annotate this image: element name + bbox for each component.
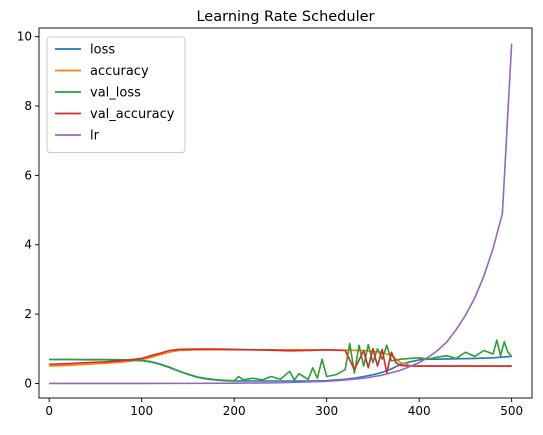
plot-area bbox=[38, 27, 533, 399]
y-axis: 0 2 4 6 8 10 bbox=[17, 30, 39, 390]
series-line-lr bbox=[49, 43, 513, 385]
legend-label: accuracy bbox=[90, 64, 149, 79]
series-line-accuracy bbox=[49, 348, 512, 367]
x-tick-label: 300 bbox=[315, 404, 338, 418]
y-tick-label: 8 bbox=[24, 99, 32, 113]
y-tick-label: 4 bbox=[24, 238, 32, 252]
x-tick-label: 200 bbox=[223, 404, 246, 418]
legend-label: val_accuracy bbox=[90, 107, 175, 122]
legend-label: lr bbox=[90, 129, 100, 144]
y-tick-label: 6 bbox=[24, 168, 32, 182]
legend-box bbox=[46, 36, 186, 153]
y-tick-label: 2 bbox=[24, 307, 32, 321]
axes-frame bbox=[38, 27, 533, 399]
x-axis: 0 100 200 300 400 500 bbox=[45, 398, 523, 418]
x-tick-label: 0 bbox=[45, 404, 53, 418]
x-tick-label: 400 bbox=[408, 404, 431, 418]
chart-title: Learning Rate Scheduler bbox=[196, 9, 374, 25]
x-tick-label: 500 bbox=[500, 404, 523, 418]
y-tick-label: 10 bbox=[17, 30, 32, 44]
series-line-val-accuracy bbox=[49, 347, 512, 374]
y-tick-label: 0 bbox=[24, 376, 32, 390]
legend-label: val_loss bbox=[90, 86, 141, 101]
x-tick-label: 100 bbox=[130, 404, 153, 418]
series-line-val-loss bbox=[49, 339, 513, 382]
legend-label: loss bbox=[90, 43, 115, 58]
series-lines bbox=[49, 43, 513, 385]
